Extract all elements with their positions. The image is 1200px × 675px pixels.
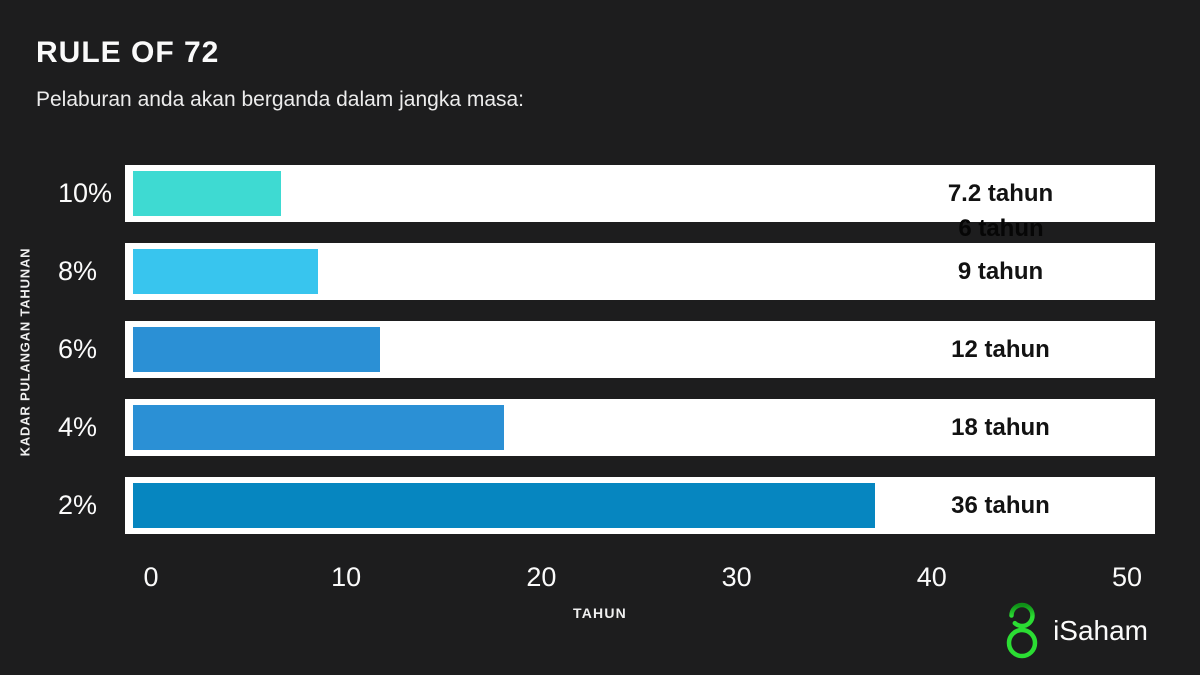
x-axis: 0 10 20 30 40 50: [143, 562, 1142, 594]
bar-value-label: 9 tahun: [957, 257, 1044, 285]
x-tick-label: 10: [331, 562, 362, 592]
x-axis-title: TAHUN: [573, 605, 627, 621]
x-tick-label: 0: [143, 562, 159, 592]
x-tick-label: 30: [721, 562, 752, 592]
y-tick-label: 8%: [58, 256, 98, 286]
bar-track: 36 tahun: [125, 477, 1155, 534]
stray-label-6-tahun: 6 tahun: [958, 215, 1044, 242]
bar-track: 9 tahun: [125, 243, 1155, 300]
isaham-logo-icon: [1006, 601, 1038, 661]
bar-track: 18 tahun: [125, 399, 1155, 456]
y-tick-label: 6%: [58, 334, 98, 364]
bar-row: 8% 9 tahun: [0, 243, 1200, 300]
bar-row: 10% 7.2 tahun: [0, 165, 1200, 222]
bar-value-label: 36 tahun: [951, 491, 1050, 519]
bar-fill: [133, 171, 282, 216]
bar-row: 6% 12 tahun: [0, 321, 1200, 378]
header: RULE OF 72 Pelaburan anda akan berganda …: [36, 36, 524, 112]
brand-watermark: iSaham: [1006, 601, 1148, 661]
x-tick-label: 20: [526, 562, 557, 592]
bar-fill: [133, 327, 381, 372]
bar-value-label: 18 tahun: [951, 413, 1050, 441]
page-title: RULE OF 72: [36, 36, 220, 69]
bar-value-label: 7.2 tahun: [947, 179, 1054, 207]
x-tick-label: 50: [1111, 562, 1143, 592]
bar-row: 4% 18 tahun: [0, 399, 1200, 456]
brand-name: iSaham: [1053, 615, 1148, 646]
y-tick-label: 10%: [58, 178, 113, 208]
bar-fill: [133, 249, 319, 294]
x-tick-label: 40: [916, 562, 947, 592]
bar-fill: [133, 483, 875, 528]
bar-track: 7.2 tahun: [125, 165, 1155, 222]
y-tick-label: 4%: [58, 412, 98, 442]
bar-fill: [133, 405, 504, 450]
page-subtitle: Pelaburan anda akan berganda dalam jangk…: [36, 88, 525, 111]
bar-value-label: 12 tahun: [951, 335, 1050, 363]
bar-row: 2% 36 tahun: [0, 477, 1200, 534]
bar-chart: 10% 7.2 tahun 8% 9 tahun 6% 12 tahun 4% …: [0, 165, 1200, 555]
y-tick-label: 2%: [58, 490, 98, 520]
bar-track: 12 tahun: [125, 321, 1155, 378]
